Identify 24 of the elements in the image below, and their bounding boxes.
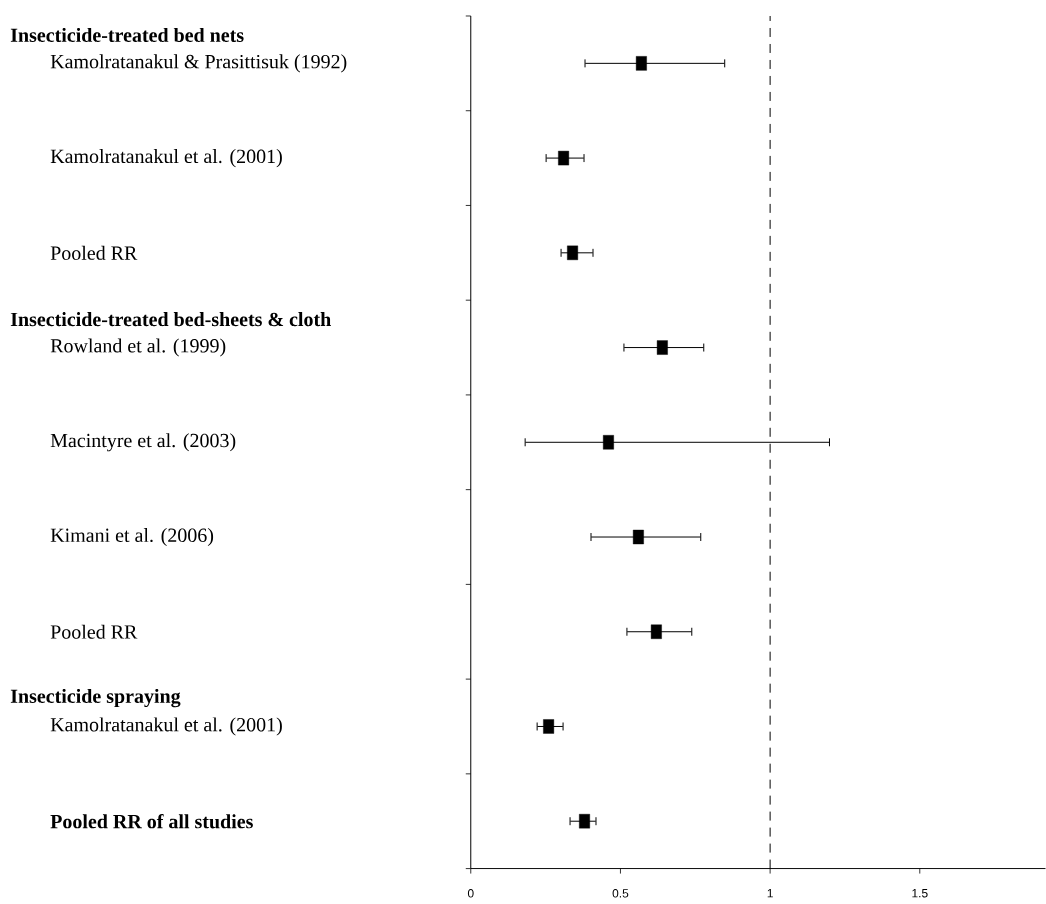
text: Insecticide-treated bed-sheets & cloth (10, 312, 331, 327)
y-tick-label: Pooled RR (50, 246, 138, 261)
y-tick-label: Macintyre et al. (2003) (50, 433, 236, 452)
y-tick-label: Pooled RR (50, 624, 138, 640)
y-tick-label: Rowland et al. (1999) (50, 338, 226, 357)
point (635, 56, 647, 71)
x-tick-label: 1.5 (912, 889, 928, 898)
text: Insecticide-treated bed nets (10, 28, 244, 43)
y-tick-label: Kamolratanakul et al. (2001) (50, 149, 282, 168)
point (650, 624, 662, 640)
point (558, 151, 570, 166)
y-tick-label: Kamolratanakul et al. (2001) (50, 717, 282, 736)
point (632, 530, 644, 545)
y-tick-label: Kamolratanakul & Prasittisuk (1992) (50, 54, 347, 73)
x-tick-label: 0.5 (612, 889, 629, 898)
x-tick-label: 1 (767, 889, 773, 898)
text: Insecticide spraying (10, 689, 181, 708)
point (656, 340, 668, 355)
point (543, 719, 555, 734)
point (603, 435, 614, 450)
point (579, 814, 590, 829)
y-tick-label: Pooled RR of all studies (50, 814, 253, 829)
x-tick-label: 0 (467, 889, 474, 898)
y-tick-label: Kimani et al. (2006) (50, 528, 214, 547)
